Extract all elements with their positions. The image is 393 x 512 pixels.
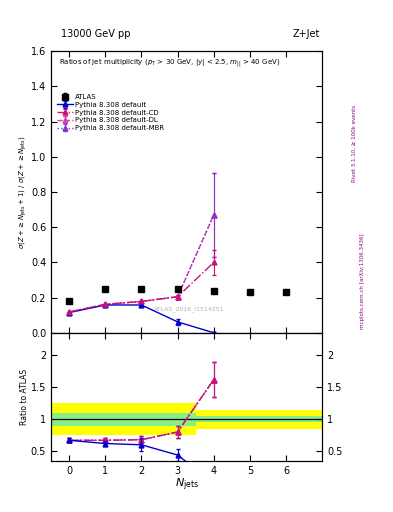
Text: ATLAS_2016_I1514251: ATLAS_2016_I1514251 <box>154 306 225 312</box>
Text: Ratios of jet multiplicity ($p_\mathsf{T}$ > 30 GeV, |y| < 2.5, $m_{||}$ > 40 Ge: Ratios of jet multiplicity ($p_\mathsf{T… <box>59 57 281 69</box>
Legend: ATLAS, Pythia 8.308 default, Pythia 8.308 default-CD, Pythia 8.308 default-DL, P: ATLAS, Pythia 8.308 default, Pythia 8.30… <box>57 94 164 131</box>
Text: Rivet 3.1.10, ≥ 100k events: Rivet 3.1.10, ≥ 100k events <box>352 105 357 182</box>
Text: mcplots.cern.ch [arXiv:1306.3436]: mcplots.cern.ch [arXiv:1306.3436] <box>360 234 365 329</box>
Y-axis label: Ratio to ATLAS: Ratio to ATLAS <box>20 369 29 425</box>
Text: 13000 GeV pp: 13000 GeV pp <box>61 29 130 39</box>
Y-axis label: $\sigma(Z + {\geq}N_\mathsf{jets}+1)\ /\ \sigma(Z + {\geq}N_\mathsf{jets})$: $\sigma(Z + {\geq}N_\mathsf{jets}+1)\ /\… <box>18 135 29 249</box>
X-axis label: $N_\mathsf{jets}$: $N_\mathsf{jets}$ <box>174 477 199 494</box>
Text: Z+Jet: Z+Jet <box>293 29 320 39</box>
